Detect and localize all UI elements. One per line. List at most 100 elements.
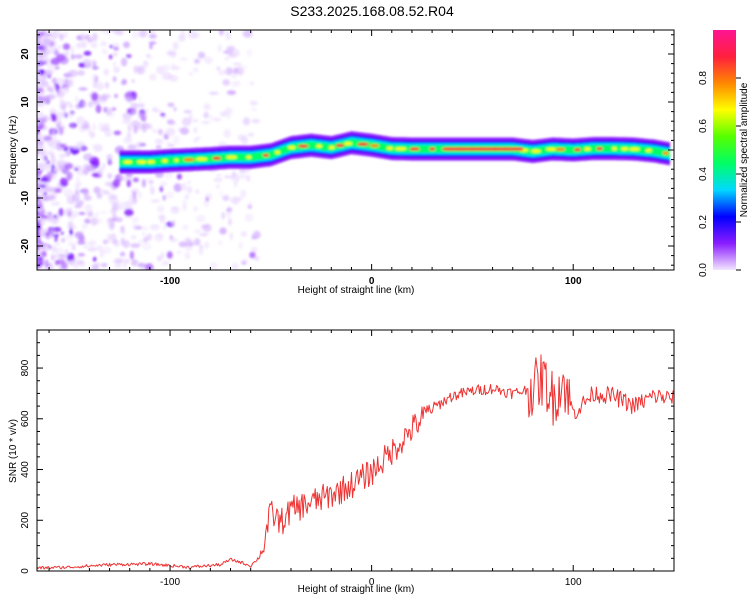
noise-blob (162, 260, 171, 265)
ridge-hotspot (274, 150, 281, 154)
noise-blob (225, 56, 229, 61)
noise-blob (111, 194, 117, 199)
noise-blob (161, 251, 165, 260)
ridge-hotspot (246, 155, 252, 159)
noise-blob (133, 65, 139, 74)
noise-blob (149, 73, 157, 81)
noise-blob (132, 224, 138, 231)
ridge-hotspot (343, 142, 353, 146)
noise-blob (243, 65, 247, 70)
noise-blob (46, 233, 49, 240)
ridge-hotspot (123, 160, 133, 164)
noise-blob (46, 150, 53, 156)
noise-blob (86, 165, 96, 172)
noise-blob (103, 123, 110, 127)
noise-blob (87, 247, 97, 252)
noise-blob (37, 125, 43, 131)
noise-blob (103, 106, 108, 113)
noise-blob (169, 237, 179, 243)
noise-blob (52, 226, 62, 233)
noise-blob (229, 232, 233, 241)
noise-blob (109, 44, 114, 49)
noise-blob (231, 171, 237, 179)
noise-blob (64, 234, 74, 240)
noise-blob (204, 241, 210, 250)
ridge-hotspot (645, 148, 652, 153)
noise-blob (83, 153, 93, 161)
noise-blob (50, 218, 60, 225)
noise-blob (63, 147, 69, 152)
noise-blob (39, 95, 49, 104)
noise-blob (125, 172, 133, 177)
noise-blob (112, 76, 117, 82)
noise-blob (40, 218, 44, 227)
noise-blob (76, 116, 85, 125)
ridge-hotspot (147, 160, 155, 164)
noise-blob (83, 50, 92, 56)
y-tick-label: 600 (20, 410, 31, 427)
noise-blob (162, 71, 170, 81)
noise-blob (123, 41, 130, 49)
noise-blob (250, 246, 258, 253)
noise-blob (149, 267, 155, 270)
noise-blob (150, 224, 160, 231)
noise-blob (133, 125, 138, 134)
noise-blob (142, 124, 147, 133)
noise-blob (223, 129, 231, 138)
noise-blob (90, 42, 98, 48)
noise-blob (140, 226, 149, 231)
ridge-hotspot (335, 143, 345, 148)
noise-blob (58, 208, 64, 217)
noise-blob (49, 108, 57, 115)
ridge-hotspot (545, 147, 558, 151)
noise-blob (84, 204, 93, 212)
noise-blob (79, 200, 84, 206)
noise-blob (219, 190, 223, 198)
noise-blob (124, 208, 134, 217)
y-tick-label: 0 (20, 568, 31, 574)
noise-blob (43, 192, 47, 196)
noise-blob (65, 249, 69, 256)
noise-blob (55, 118, 62, 128)
noise-blob (75, 95, 79, 103)
noise-blob (75, 141, 86, 147)
noise-blob (46, 211, 53, 216)
noise-blob (87, 127, 92, 135)
noise-blob (237, 64, 242, 73)
noise-blob (246, 174, 251, 182)
noise-blob (162, 194, 166, 201)
noise-blob (91, 74, 97, 83)
ridge-hotspot (370, 144, 379, 148)
noise-blob (249, 81, 255, 86)
noise-blob (197, 51, 206, 59)
noise-blob (69, 112, 73, 120)
noise-blob (99, 94, 108, 102)
noise-blob (104, 133, 113, 137)
noise-blob (54, 234, 58, 243)
noise-blob (162, 224, 167, 230)
noise-blob (193, 67, 199, 73)
noise-blob (92, 60, 97, 68)
noise-blob (107, 173, 113, 179)
ridge-hotspot (555, 147, 566, 151)
noise-blob (166, 251, 173, 259)
noise-blob (111, 107, 117, 111)
noise-blob (77, 237, 86, 244)
x-tick-label: 0 (369, 276, 375, 287)
noise-blob (45, 194, 55, 201)
noise-blob (70, 53, 75, 60)
noise-blob (213, 177, 223, 183)
noise-blob (127, 113, 131, 123)
noise-blob (193, 138, 198, 143)
noise-blob (149, 180, 153, 189)
noise-blob (90, 217, 99, 226)
noise-blob (179, 57, 189, 61)
noise-blob (221, 112, 226, 116)
noise-blob (137, 112, 148, 120)
snr-plot-frame (36, 329, 675, 572)
ridge-hotspot (394, 147, 407, 151)
noise-blob (222, 79, 230, 86)
noise-blob (203, 199, 210, 208)
noise-blob (64, 162, 73, 170)
